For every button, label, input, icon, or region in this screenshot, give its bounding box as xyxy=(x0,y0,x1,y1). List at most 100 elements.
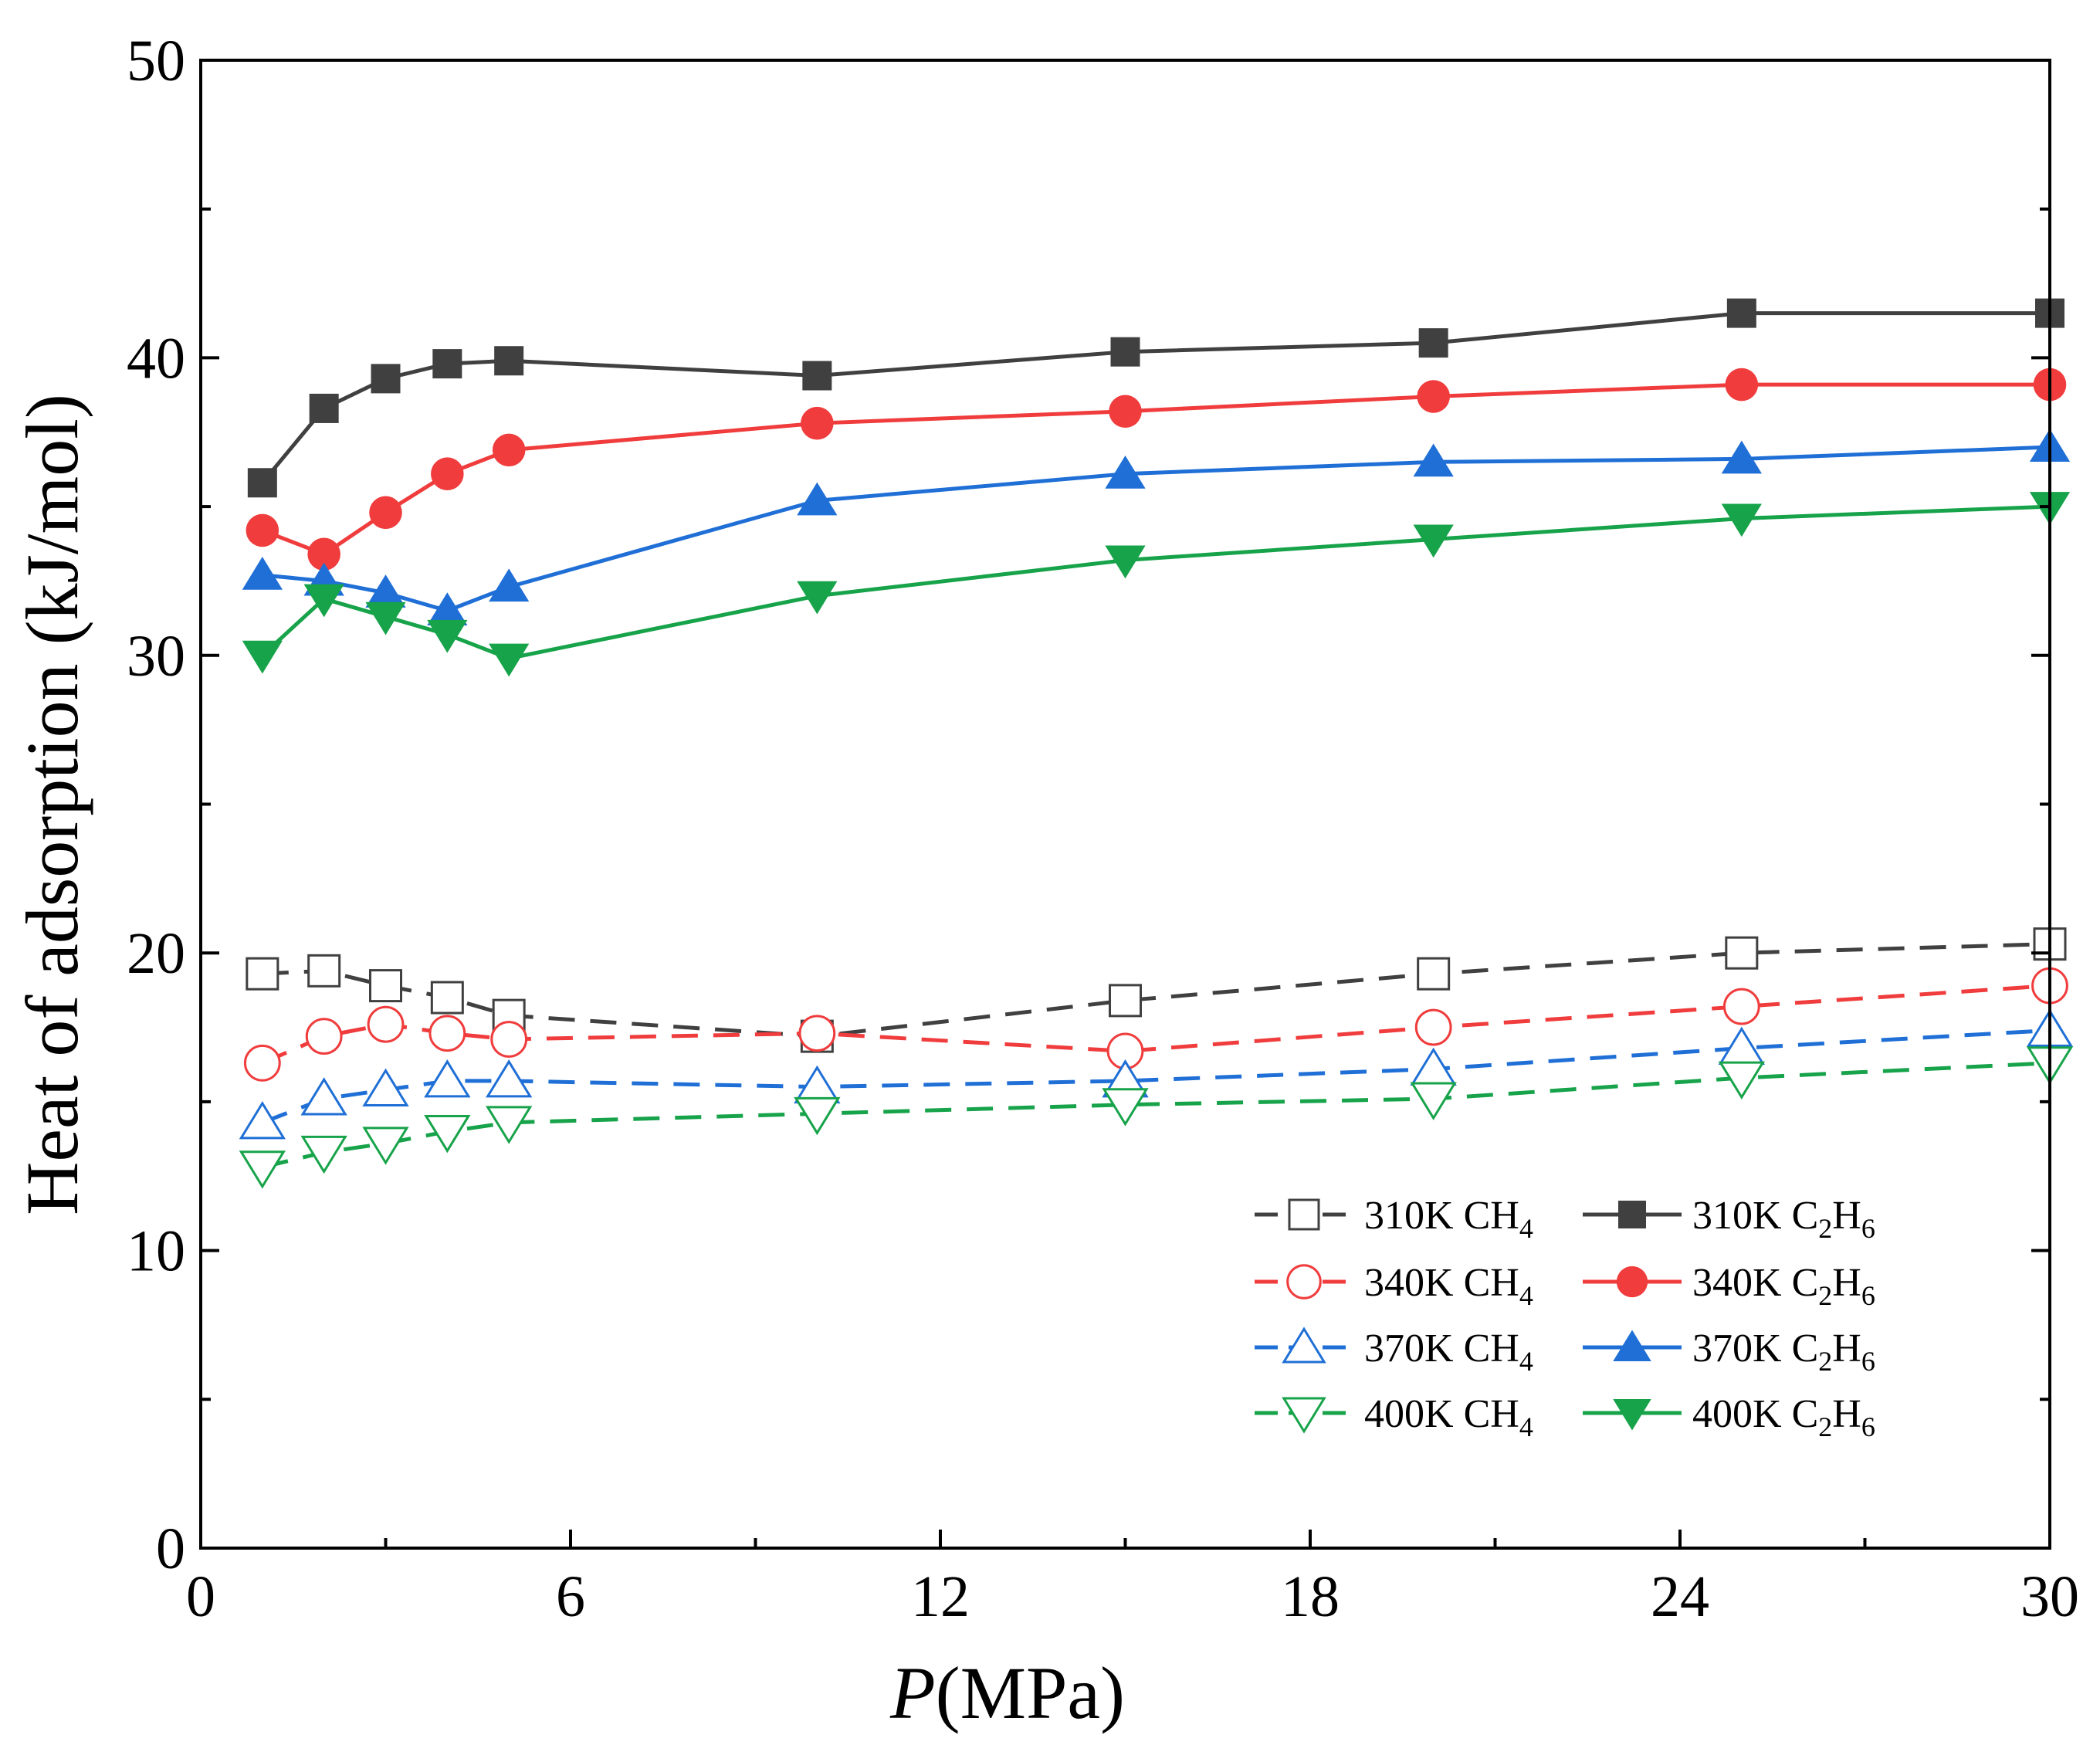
data-point xyxy=(307,537,340,571)
legend-text-part: 370K xyxy=(1692,1327,1792,1371)
legend-text-part: 370K xyxy=(1364,1327,1464,1371)
data-point xyxy=(303,584,344,618)
data-point xyxy=(430,981,464,1015)
legend-label: 310K CH4 xyxy=(1364,1194,1533,1244)
legend-subscript: 2 xyxy=(1818,1213,1832,1244)
legend-marker xyxy=(1618,1201,1646,1228)
data-point xyxy=(432,349,462,379)
data-point xyxy=(1413,524,1454,558)
series-340k-ch4 xyxy=(243,967,2068,1082)
data-point xyxy=(489,568,530,602)
data-point xyxy=(797,581,838,615)
data-point xyxy=(798,1015,836,1052)
data-point xyxy=(427,619,468,653)
legend-entry: 370K CH4 xyxy=(1255,1327,1533,1377)
series-400k-ch4 xyxy=(239,1046,2074,1189)
x-axis-title: P(MPa) xyxy=(889,1652,1125,1734)
legend-text-part: CH xyxy=(1464,1194,1519,1238)
data-point xyxy=(485,1059,533,1098)
data-point xyxy=(371,364,401,394)
data-point xyxy=(801,406,834,440)
y-tick-label: 30 xyxy=(127,624,185,689)
legend-label: 400K CH4 xyxy=(1364,1392,1533,1442)
data-point xyxy=(247,468,277,498)
legend-entry: 340K C2H6 xyxy=(1583,1261,1875,1311)
data-point xyxy=(1417,957,1451,991)
data-point xyxy=(246,957,279,991)
data-point xyxy=(1722,988,1760,1025)
y-tick-label: 10 xyxy=(127,1219,185,1284)
series-line xyxy=(262,1061,2051,1170)
plot-frame xyxy=(199,59,2051,1550)
data-point xyxy=(1418,328,1448,358)
data-point xyxy=(1721,440,1762,474)
legend-marker xyxy=(1286,1264,1322,1299)
legend-text-part: CH xyxy=(1464,1261,1519,1305)
data-point xyxy=(309,393,339,423)
data-point xyxy=(300,1077,347,1116)
data-point xyxy=(369,496,402,530)
legend-label: 370K C2H6 xyxy=(1692,1327,1875,1377)
legend-label: 370K CH4 xyxy=(1364,1327,1533,1377)
series-line xyxy=(262,445,2051,613)
legend-entry: 310K C2H6 xyxy=(1583,1194,1875,1244)
data-point xyxy=(431,457,464,490)
data-point xyxy=(489,643,530,677)
data-point xyxy=(485,1106,533,1144)
series-370k-ch4 xyxy=(239,1008,2074,1140)
x-tick-label: 0 xyxy=(186,1564,215,1629)
legend-marker xyxy=(1616,1266,1648,1298)
data-point xyxy=(802,361,832,391)
x-tick-label: 12 xyxy=(911,1564,970,1629)
legend-text-part: 340K xyxy=(1692,1261,1792,1305)
legend-marker xyxy=(1613,1399,1651,1431)
data-point xyxy=(1109,984,1142,1018)
legend-subscript: 6 xyxy=(1861,1213,1875,1244)
legend-entry: 400K C2H6 xyxy=(1583,1392,1875,1442)
legend-marker xyxy=(1613,1330,1651,1361)
legend-text-part: C xyxy=(1792,1392,1819,1436)
legend-subscript: 6 xyxy=(1861,1346,1875,1377)
data-point xyxy=(492,433,526,467)
legend-text-part: H xyxy=(1832,1327,1861,1371)
legend-text-part: CH xyxy=(1464,1327,1519,1371)
legend-label: 400K C2H6 xyxy=(1692,1392,1875,1442)
legend-subscript: 4 xyxy=(1519,1213,1533,1244)
data-point xyxy=(300,1135,347,1174)
data-point xyxy=(490,1021,528,1058)
legend-subscript: 4 xyxy=(1519,1411,1533,1442)
data-point xyxy=(1718,1061,1766,1100)
legend-subscript: 2 xyxy=(1818,1411,1832,1442)
legend-marker xyxy=(1282,1327,1326,1364)
x-tick-label: 18 xyxy=(1281,1564,1340,1629)
legend-label: 340K C2H6 xyxy=(1692,1261,1875,1311)
legend-entry: 340K CH4 xyxy=(1255,1261,1533,1311)
data-point xyxy=(427,592,468,625)
legend-text-part: CH xyxy=(1464,1392,1519,1436)
legend-subscript: 6 xyxy=(1861,1411,1875,1442)
series-340k-c2h6 xyxy=(246,368,2067,571)
data-point xyxy=(797,482,838,516)
legend-label: 340K CH4 xyxy=(1364,1261,1533,1311)
legend-subscript: 6 xyxy=(1861,1280,1875,1311)
data-point xyxy=(1721,503,1762,537)
data-point xyxy=(424,1114,471,1154)
series-370k-c2h6 xyxy=(242,429,2071,625)
legend-subscript: 2 xyxy=(1818,1280,1832,1311)
legend-label: 310K C2H6 xyxy=(1692,1194,1875,1244)
series-line xyxy=(261,382,2050,557)
data-point xyxy=(246,513,279,547)
series-line xyxy=(261,984,2051,1066)
legend-subscript: 2 xyxy=(1818,1346,1832,1377)
y-tick-label: 50 xyxy=(127,29,185,93)
legend-text-part: 310K xyxy=(1364,1194,1464,1238)
y-axis-title: Heat of adsorption (kJ/mol) xyxy=(11,394,93,1215)
legend-entry: 310K CH4 xyxy=(1255,1194,1533,1244)
y-tick-label: 0 xyxy=(156,1516,185,1581)
x-tick-label: 6 xyxy=(556,1564,585,1629)
data-point xyxy=(1102,1088,1149,1127)
data-point xyxy=(362,1127,409,1165)
data-point xyxy=(1109,395,1142,429)
